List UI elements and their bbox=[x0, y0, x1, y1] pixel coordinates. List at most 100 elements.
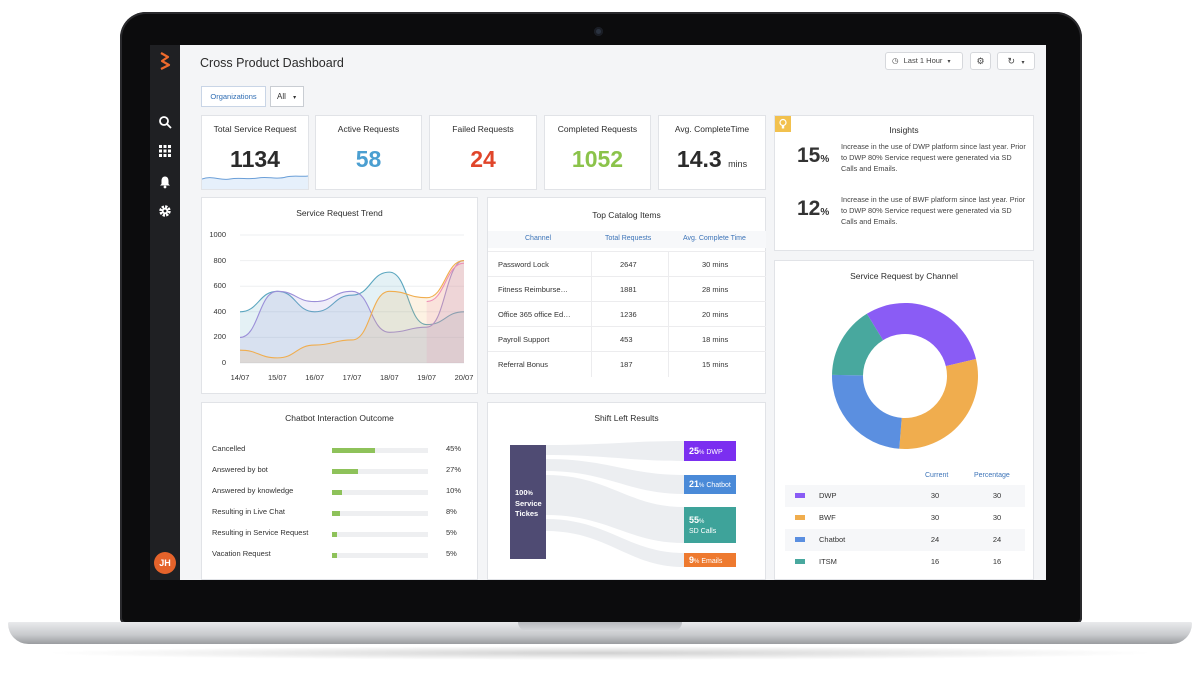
kpi-number: 58 bbox=[355, 146, 382, 172]
sankey-target-node[interactable]: 9% Emails bbox=[684, 553, 736, 567]
kpi-card-failed-requests[interactable]: Failed Requests 24 bbox=[429, 115, 537, 190]
user-avatar[interactable]: JH bbox=[154, 552, 176, 574]
sankey-target-label: DWP bbox=[706, 449, 723, 456]
outcome-label: Vacation Request bbox=[212, 549, 271, 558]
outcome-label: Answered by bot bbox=[212, 465, 268, 474]
trend-plot[interactable] bbox=[240, 232, 464, 366]
series-line[interactable] bbox=[426, 262, 464, 303]
kpi-number: 1052 bbox=[571, 146, 624, 172]
sankey-target-node[interactable]: 25% DWP bbox=[684, 441, 736, 461]
refresh-button[interactable]: ↻ ▾ bbox=[997, 52, 1035, 70]
table-cell: Referral Bonus bbox=[498, 360, 549, 369]
bell-icon[interactable] bbox=[158, 175, 172, 189]
outcome-percent: 5% bbox=[446, 528, 457, 537]
column-divider bbox=[668, 277, 669, 302]
table-cell: 18 mins bbox=[702, 335, 729, 344]
sankey-target-unit: % bbox=[699, 519, 705, 525]
outcome-row[interactable]: Resulting in Live Chat 8% bbox=[212, 507, 462, 521]
chevron-down-icon: ▾ bbox=[1021, 60, 1025, 66]
kpi-unit: mins bbox=[728, 159, 748, 169]
series-line[interactable] bbox=[240, 260, 464, 359]
outcome-row[interactable]: Cancelled 45% bbox=[212, 444, 462, 458]
channel-row[interactable]: DWP 30 30 bbox=[785, 485, 1025, 507]
settings-button[interactable]: ⚙ bbox=[970, 52, 991, 70]
table-row[interactable]: Office 365 office Ed… 1236 20 mins bbox=[488, 301, 766, 327]
organization-select[interactable]: All ▾ bbox=[270, 86, 304, 107]
outcome-row[interactable]: Answered by bot 27% bbox=[212, 465, 462, 479]
outcome-row[interactable]: Resulting in Service Request 5% bbox=[212, 528, 462, 542]
column-divider bbox=[591, 252, 592, 277]
organizations-button[interactable]: Organizations bbox=[201, 86, 266, 107]
sankey-target-node[interactable]: 55% SD Calls bbox=[684, 507, 736, 543]
progress-fill bbox=[332, 511, 340, 516]
camera bbox=[594, 27, 603, 36]
kpi-title: Avg. CompleteTime bbox=[674, 124, 750, 134]
brand-logo-icon[interactable] bbox=[158, 52, 172, 70]
sankey-target-unit: % bbox=[694, 559, 700, 565]
x-tick-label: 18/07 bbox=[379, 373, 399, 382]
channel-name: BWF bbox=[819, 513, 836, 522]
gear-icon: ⚙ bbox=[976, 56, 985, 66]
progress-fill bbox=[332, 553, 337, 558]
series-area bbox=[240, 272, 464, 363]
table-cell: 1236 bbox=[620, 310, 637, 319]
column-divider bbox=[668, 327, 669, 352]
y-tick-label: 800 bbox=[213, 255, 226, 265]
kpi-card-completed-requests[interactable]: Completed Requests 1052 bbox=[544, 115, 651, 190]
sankey-target-number: 25 bbox=[689, 446, 700, 456]
sankey-source-value: 100% bbox=[515, 488, 546, 499]
kpi-card-avg-complete-time[interactable]: Avg. CompleteTime 14.3 mins bbox=[658, 115, 766, 190]
kpi-card-active-requests[interactable]: Active Requests 58 bbox=[315, 115, 422, 190]
table-cell: 20 mins bbox=[702, 310, 729, 319]
legend-swatch bbox=[795, 515, 805, 520]
channel-row[interactable]: ITSM 16 16 bbox=[785, 551, 1025, 573]
table-row[interactable]: Payroll Support 453 18 mins bbox=[488, 326, 766, 352]
legend-swatch bbox=[795, 493, 805, 498]
chevron-down-icon: ▾ bbox=[947, 59, 951, 65]
kpi-card-total-service-request[interactable]: Total Service Request 1134 bbox=[201, 115, 309, 190]
channel-current: 30 bbox=[930, 513, 940, 522]
clock-icon: ◷ bbox=[892, 56, 899, 65]
apps-grid-icon[interactable] bbox=[158, 144, 172, 158]
table-cell: 30 mins bbox=[702, 260, 729, 269]
progress-track bbox=[332, 448, 428, 453]
sankey-source-number: 100 bbox=[515, 488, 528, 497]
channel-row[interactable]: BWF 30 30 bbox=[785, 507, 1025, 529]
donut-slice-chatbot[interactable] bbox=[832, 374, 902, 449]
search-icon[interactable] bbox=[158, 115, 172, 129]
table-cell: 187 bbox=[620, 360, 633, 369]
channel-percentage: 30 bbox=[992, 513, 1002, 522]
x-tick-label: 16/07 bbox=[305, 373, 325, 382]
settings-gear-icon[interactable] bbox=[158, 204, 172, 218]
sankey-target-node[interactable]: 21% Chatbot bbox=[684, 475, 736, 494]
table-row[interactable]: Referral Bonus 187 15 mins bbox=[488, 351, 766, 377]
service-request-trend-card: Service Request Trend 1000 800 600 400 200 0 … bbox=[201, 197, 478, 394]
column-header: Current bbox=[925, 472, 949, 479]
kpi-value: 58 bbox=[316, 146, 421, 173]
table-row[interactable]: Fitness Reimburse… 1881 28 mins bbox=[488, 276, 766, 302]
insight-text: Increase in the use of BWF platform sinc… bbox=[841, 195, 1026, 226]
column-divider bbox=[668, 252, 669, 277]
outcome-row[interactable]: Vacation Request 5% bbox=[212, 549, 462, 563]
sankey-source-node[interactable]: 100% Service Tickes bbox=[510, 445, 546, 559]
donut-slice-itsm[interactable] bbox=[832, 313, 884, 376]
outcome-label: Resulting in Live Chat bbox=[212, 507, 285, 516]
progress-fill bbox=[332, 448, 376, 453]
channel-row[interactable]: Chatbot 24 24 bbox=[785, 529, 1025, 551]
time-range-button[interactable]: ◷ Last 1 Hour ▾ bbox=[885, 52, 963, 70]
progress-track bbox=[332, 490, 428, 495]
sidebar: JH bbox=[150, 45, 180, 580]
sankey-target-unit: % bbox=[699, 450, 705, 456]
table-cell: Payroll Support bbox=[498, 335, 550, 344]
donut-slice-dwp[interactable] bbox=[866, 303, 976, 367]
progress-fill bbox=[332, 532, 337, 537]
channel-current: 30 bbox=[930, 491, 940, 500]
series-line[interactable] bbox=[240, 260, 464, 338]
y-tick-label: 0 bbox=[221, 358, 226, 367]
card-title: Service Request Trend bbox=[296, 208, 383, 218]
outcome-row[interactable]: Answered by knowledge 10% bbox=[212, 486, 462, 500]
donut-slice-bwf[interactable] bbox=[899, 358, 978, 449]
x-tick-label: 15/07 bbox=[267, 373, 287, 382]
table-row[interactable]: Password Lock 2647 30 mins bbox=[488, 251, 766, 277]
channel-donut-chart[interactable] bbox=[830, 301, 980, 451]
